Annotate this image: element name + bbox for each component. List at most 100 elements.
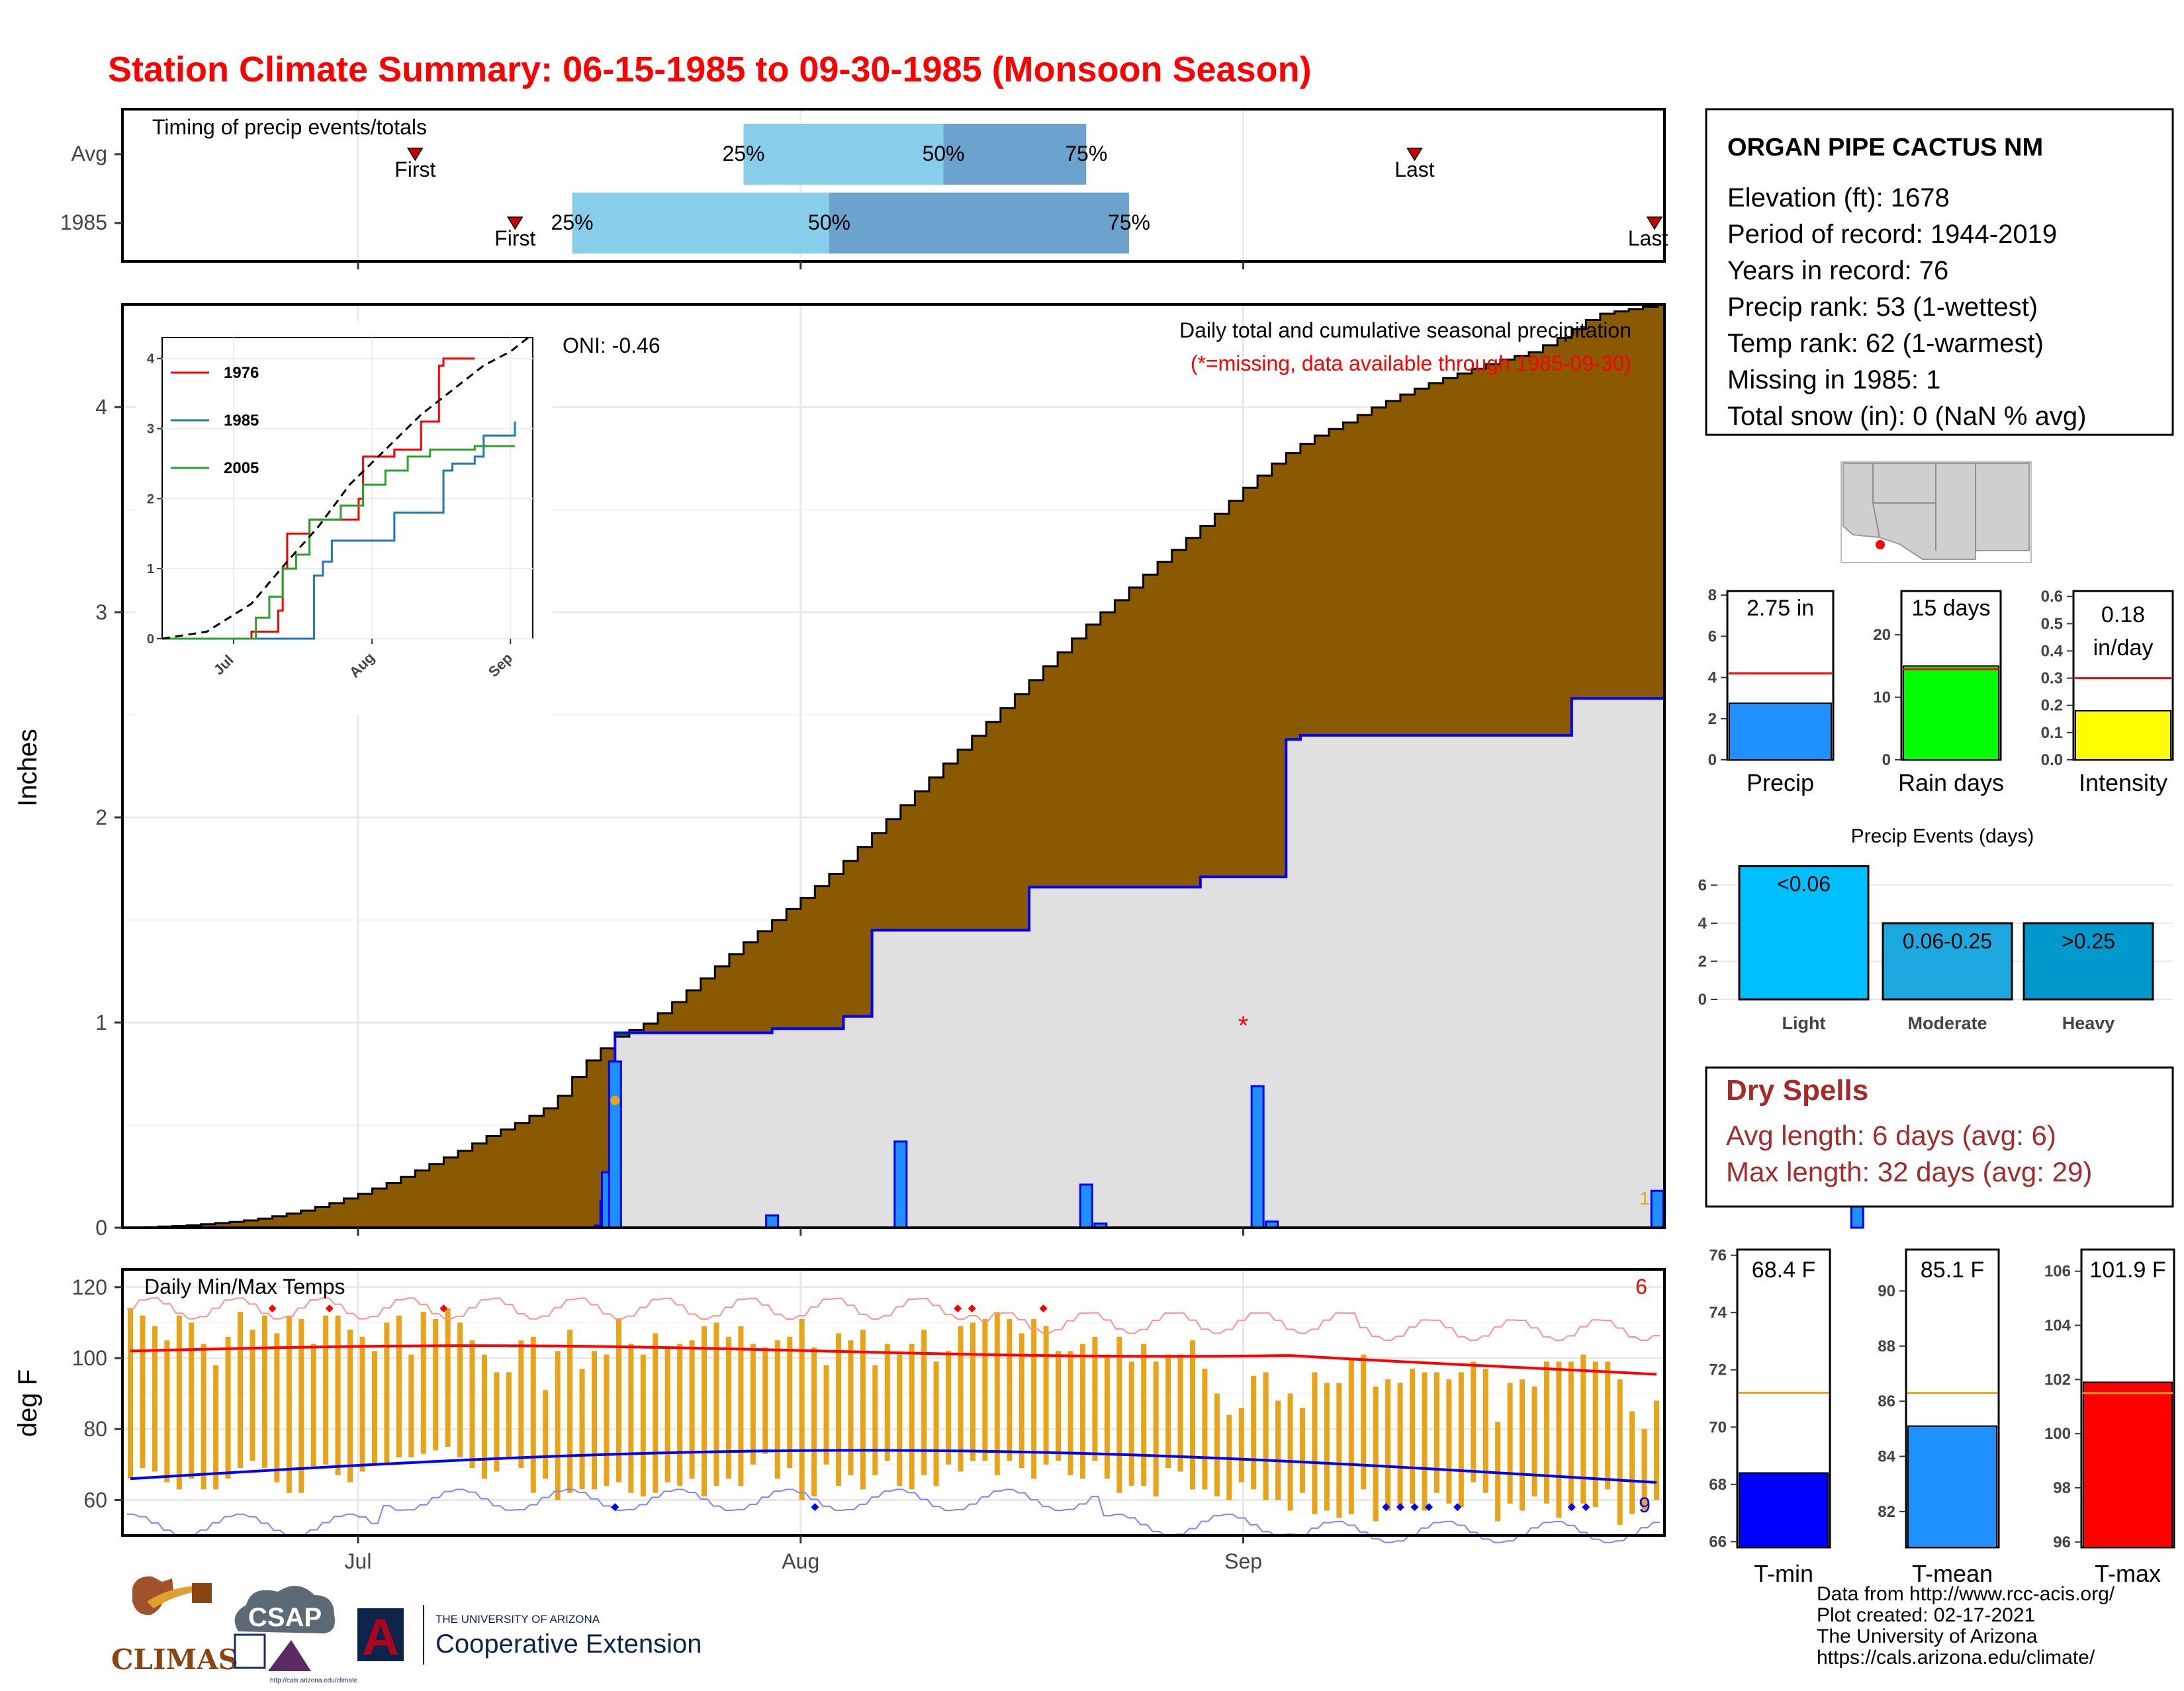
intensity-summary-ytick-label-1: 0.1 [2041,724,2063,742]
record-high-marker-2 [439,1304,448,1312]
temp-range-bar-44 [664,1347,670,1483]
temp-range-bar-70 [982,1319,988,1461]
temp-range-bar-114 [1520,1379,1525,1511]
precip-panel: 0 1 2 3 4 Inches Daily total and cumulative … [13,303,1864,1240]
temp-range-bar-47 [702,1326,707,1497]
csap-url-text: http://cals.arizona.edu/climate [270,1677,358,1684]
rain-days-summary-ytick-label-2: 20 [1873,626,1891,644]
missing-count-label: 1 [1639,1188,1650,1209]
intensity-summary-bar [2075,709,2171,761]
temp-range-bar-96 [1300,1408,1306,1493]
temp-range-bar-99 [1336,1383,1342,1518]
first-event-label-1: First [494,226,535,250]
tmax-summary-ytick-label-3: 102 [2044,1371,2071,1389]
temp-panel: 60 80 100 120 deg F Daily Min/Max Temps 6 9 [13,1268,1666,1543]
tmean-summary-ytick-label-1: 84 [1878,1448,1895,1466]
intensity-summary-name: Intensity [2079,769,2167,796]
temp-range-bar-83 [1141,1344,1147,1486]
tmin-summary-name: T-min [1754,1560,1813,1587]
footer-plot-created: Plot created: 02-17-2021 [1817,1604,2035,1626]
temp-range-bar-35 [555,1351,561,1500]
timing-label-50-1: 50% [808,210,850,234]
temp-range-bar-28 [469,1340,475,1469]
temp-range-bar-82 [1128,1361,1134,1486]
record-high-marker-3 [954,1304,962,1312]
temp-range-bar-109 [1458,1372,1464,1508]
events-category-label-1: Moderate [1907,1013,1987,1033]
inset-ytick-label-0: 0 [147,632,154,647]
inset-line-1976 [162,357,475,640]
timing-row-label-1985: 1985 [60,210,107,234]
station-missing: Missing in 1985: 1 [1727,365,1940,394]
temp-range-bar-13 [286,1315,292,1493]
rain-days-summary-value: 15 days [1911,596,1990,621]
temp-range-bar-37 [579,1369,585,1490]
timing-label-75-0: 75% [1065,142,1107,165]
temp-range-bar-18 [347,1330,353,1483]
temp-summary-bars: 66 68 70 72 74 76 68.4 F T-min 82 84 86 88 90 85.1 F T… [1709,1247,2175,1587]
inset-plot-frame [161,337,533,639]
temp-ytick-label-2: 100 [72,1346,107,1370]
events-category-label-0: Light [1782,1013,1826,1033]
record-high-marker-5 [1039,1304,1048,1312]
station-elevation: Elevation (ft): 1678 [1727,183,1950,212]
dry-spells-max: Max length: 32 days (avg: 29) [1726,1156,2092,1187]
record-low-marker-5 [1425,1503,1433,1512]
temp-range-bar-108 [1446,1379,1452,1504]
rain-days-summary-ytick-label-1: 10 [1873,689,1891,707]
station-snow: Total snow (in): 0 (NaN % avg) [1727,402,2086,431]
temp-range-bar-60 [860,1330,866,1490]
temp-range-bar-101 [1361,1354,1367,1490]
temp-range-bar-97 [1312,1372,1318,1514]
station-name: ORGAN PIPE CACTUS NM [1727,134,2043,161]
record-high-marker-0 [268,1304,277,1312]
precip-header: Daily total and cumulative seasonal prec… [1179,318,1631,342]
tmin-summary-ytick-label-4: 74 [1709,1304,1727,1322]
temp-range-bar-11 [261,1315,267,1469]
timing-label-25-1: 25% [551,210,594,234]
locator-map [1841,461,2032,563]
station-info-box: ORGAN PIPE CACTUS NM Elevation (ft): 167… [1705,108,2174,436]
record-low-marker-8 [1582,1503,1590,1512]
temp-range-bar-3 [164,1340,170,1483]
record-high-marker-1 [325,1304,334,1312]
timing-title: Timing of precip events/totals [152,115,427,139]
temp-range-bar-48 [713,1322,719,1486]
xaxis-month-label-2: Sep [1224,1549,1262,1573]
tmax-summary-ytick-label-1: 98 [2053,1479,2071,1497]
temp-range-bar-80 [1104,1354,1110,1479]
tmean-summary-name: T-mean [1912,1560,1993,1587]
temp-range-bar-16 [323,1315,329,1465]
tmax-summary-ytick-label-2: 100 [2044,1425,2071,1443]
temp-range-bar-24 [420,1312,426,1454]
record-low-marker-7 [1567,1503,1576,1512]
temp-range-bar-50 [738,1326,744,1486]
precip-summary-ytick-label-4: 8 [1708,586,1717,604]
temp-range-bar-117 [1556,1361,1562,1518]
avg-max-line [130,1344,1657,1376]
temp-range-bar-118 [1568,1361,1574,1511]
xaxis-month-label-0: Jul [345,1549,372,1573]
record-low-marker-6 [1453,1503,1462,1512]
record-daily-precip-marker [610,1095,620,1105]
avg-min-line [130,1449,1657,1484]
temp-range-bar-71 [994,1312,1000,1475]
temp-range-bar-61 [872,1365,878,1475]
temp-range-bar-12 [274,1333,280,1483]
daily-precip-bar-7 [1250,1085,1265,1229]
precip-summary-ytick-label-0: 0 [1708,751,1717,769]
temp-range-bar-23 [408,1354,414,1458]
temp-ytick-label-3: 120 [72,1275,107,1299]
inset-ytick-label-3: 3 [147,422,154,437]
record-high-line [127,1297,1660,1342]
first-event-marker-0 [406,148,424,161]
tmax-summary-name: T-max [2095,1560,2161,1587]
temp-range-bar-77 [1068,1351,1073,1475]
dry-spells-box: Dry Spells Avg length: 6 days (avg: 6) M… [1705,1066,2174,1208]
tmin-summary-bar [1739,1472,1829,1548]
temp-range-bar-7 [213,1365,219,1490]
temp-range-bar-26 [445,1308,451,1447]
temp-range-bar-45 [677,1344,683,1486]
